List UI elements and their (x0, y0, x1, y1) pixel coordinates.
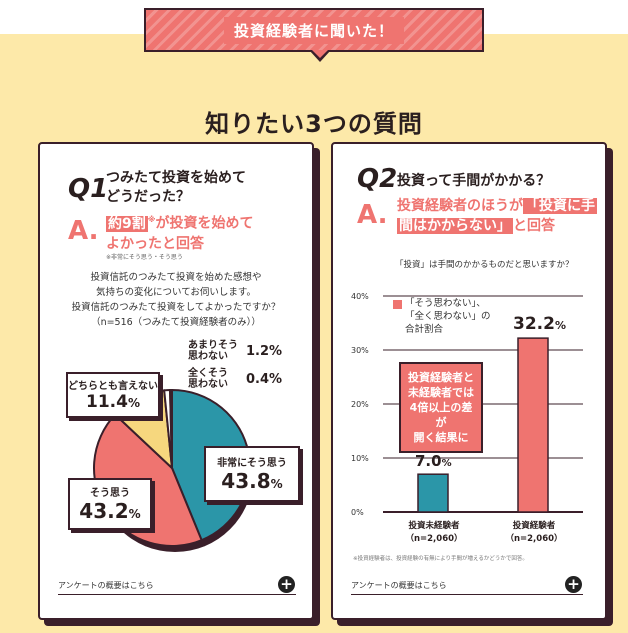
pie-label-very-agree-value: 43.8 (221, 469, 271, 493)
pie-label-strongly-disagree: 全くそう 思わない (188, 368, 228, 390)
callout-line4: 開く結果に (413, 431, 469, 444)
bar-1 (417, 473, 449, 513)
q1-question-line1: つみたて投資を始めて (106, 170, 246, 186)
q2-answer-post: と回答 (513, 218, 555, 234)
q1-number: Q1 (68, 174, 109, 204)
pie-slice-5 (169, 388, 173, 469)
q1-answer: 約9割 ※が投資を始めて よかったと回答 (106, 210, 254, 254)
bar-value-inexperienced: 7.0% (415, 452, 452, 470)
pie-label-disagree: あまりそう 思わない (188, 340, 238, 362)
q1-answer-highlight: 約9割 (106, 215, 148, 232)
q2-answer-highlight2: 間はかからない」 (397, 218, 513, 234)
x-label-inexperienced: 投資未経験者 （n=2,060） (389, 520, 479, 546)
q1-answer-rest: が投資を始めて (155, 215, 254, 232)
callout-line1: 投資経験者と (408, 371, 474, 384)
q1-survey-link[interactable]: アンケートの概要はこちら (58, 581, 154, 590)
pie-label-very-agree-unit: % (270, 477, 283, 491)
pie-label-disagree-value: 1.2% (246, 344, 283, 359)
pie-label-strongly-disagree-line2: 思わない (188, 379, 228, 390)
callout-line3: 4倍以上の差が (409, 401, 473, 429)
q1-desc-line2: 気持ちの変化についてお伺いします。 (96, 287, 256, 298)
bar-value-experienced-num: 32.2 (513, 314, 555, 334)
pie-label-neutral-unit: % (127, 396, 140, 410)
q2-number: Q2 (357, 164, 398, 194)
q2-answer-highlight1: 「投資に手 (523, 198, 597, 214)
q1-footer-divider (58, 594, 296, 595)
q2-survey-link[interactable]: アンケートの概要はこちら (351, 581, 447, 590)
bar-chart-note: ※投資経験者は、投資経験の有無により手間が増えるかどうかで回答。 (353, 556, 528, 562)
legend-line2: 「全く思わない」の (405, 311, 491, 322)
q1-desc-line3: 投資信託のつみたて投資をしてよかったですか？ (71, 302, 281, 313)
pie-label-very-agree: 非常にそう思う 43.8% (204, 446, 300, 502)
pie-label-agree-unit: % (128, 507, 141, 521)
header-banner: 投資経験者に聞いた！ (144, 8, 484, 52)
bar-chart: 0% 10% 20% 30% 40% (351, 292, 583, 517)
q2-answer-pre: 投資経験者のほうが (397, 198, 523, 214)
x-label-inexperienced-n: （n=2,060） (405, 534, 463, 544)
y-tick-0%: 0% (351, 508, 364, 517)
q1-answer-line2: よかったと回答 (106, 235, 204, 252)
x-label-inexperienced-name: 投資未経験者 (408, 521, 460, 531)
pie-label-agree: そう思う 43.2% (68, 478, 152, 530)
q1-expand-icon[interactable]: + (278, 576, 295, 593)
question-card-2: Q2 投資って手間がかかる？ A. 投資経験者のほうが 「投資に手 間はかからない… (331, 142, 607, 620)
x-label-experienced-name: 投資経験者 (512, 521, 556, 531)
pie-label-very-agree-name: 非常にそう思う (217, 458, 287, 469)
y-tick-10%: 10% (351, 454, 369, 463)
q2-question: 投資って手間がかかる？ (397, 173, 551, 189)
pie-label-neutral: どちらとも言えない 11.4% (66, 372, 160, 418)
y-tick-20%: 20% (351, 400, 369, 409)
legend-line3: 合計割合 (405, 324, 444, 335)
legend-text: 「そう思わない」、 「全く思わない」の 合計割合 (405, 297, 491, 336)
pie-label-strongly-disagree-line1: 全くそう (188, 368, 228, 379)
q1-description: 投資信託のつみたて投資を始めた感想や 気持ちの変化についてお伺いします。 投資信… (40, 270, 312, 330)
q2-answer-mark: A. (357, 200, 388, 230)
pie-label-neutral-value: 11.4 (86, 392, 128, 412)
bar-chart-title: 「投資」は手間のかかるものだと思いますか？ (395, 260, 574, 270)
q1-answer-mark: A. (68, 216, 99, 246)
legend-swatch (393, 300, 402, 309)
pie-label-disagree-line2: 思わない (188, 351, 228, 362)
question-card-1: Q1 つみたて投資を始めて どうだった？ A. 約9割 ※が投資を始めて よかった… (38, 142, 314, 620)
banner-pointer-fill (312, 50, 328, 58)
bar-value-inexperienced-unit: % (441, 458, 452, 469)
pie-label-agree-name: そう思う (90, 488, 130, 499)
q2-footer-divider (351, 594, 583, 595)
pie-label-neutral-name: どちらとも言えない (68, 381, 158, 392)
q1-desc-line4: （n=516（つみたて投資経験者のみ）） (91, 317, 261, 328)
y-tick-30%: 30% (351, 346, 369, 355)
bar-value-inexperienced-num: 7.0 (415, 452, 442, 470)
q1-question-line2: どうだった？ (106, 189, 190, 205)
callout-line2: 未経験者では (408, 386, 474, 399)
bar-value-experienced: 32.2% (513, 314, 566, 334)
section-title: 知りたい3つの質問 (205, 110, 423, 138)
comparison-callout: 投資経験者と 未経験者では 4倍以上の差が 開く結果に (399, 362, 483, 453)
y-tick-40%: 40% (351, 292, 369, 301)
q1-answer-note: ※非常にそう思う・そう思う (106, 254, 183, 261)
pie-label-agree-value: 43.2 (79, 499, 129, 523)
q2-expand-icon[interactable]: + (565, 576, 582, 593)
q2-answer: 投資経験者のほうが 「投資に手 間はかからない」 と回答 (397, 196, 597, 236)
x-label-experienced-n: （n=2,060） (505, 534, 563, 544)
bar-2 (517, 337, 549, 513)
banner-label: 投資経験者に聞いた！ (223, 16, 404, 44)
q1-answer-sup: ※ (147, 215, 156, 224)
legend-line1: 「そう思わない」、 (405, 298, 486, 309)
pie-label-disagree-line1: あまりそう (188, 340, 238, 351)
q1-desc-line1: 投資信託のつみたて投資を始めた感想や (90, 272, 262, 283)
bar-value-experienced-unit: % (554, 319, 566, 332)
q1-question: つみたて投資を始めて どうだった？ (106, 169, 246, 207)
pie-label-strongly-disagree-value: 0.4% (246, 372, 283, 387)
x-label-experienced: 投資経験者 （n=2,060） (489, 520, 579, 546)
